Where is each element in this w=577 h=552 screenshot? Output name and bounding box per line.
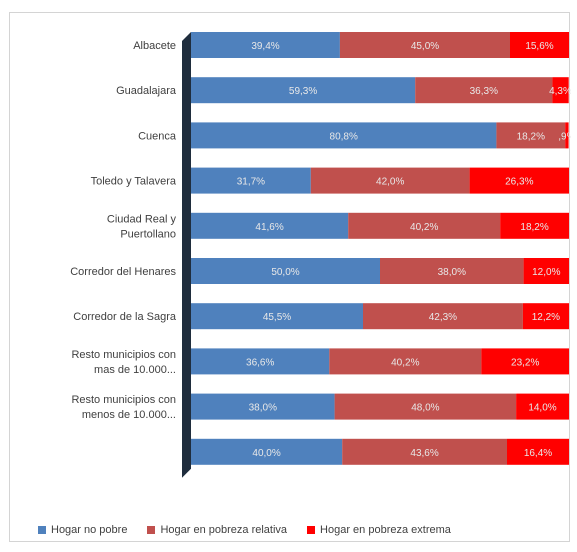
bar-segment-2 bbox=[496, 122, 566, 149]
category-label: Ciudad Real y Puertollano bbox=[107, 213, 177, 240]
bar-segment-3 bbox=[516, 393, 569, 420]
bar-segment-2 bbox=[380, 258, 524, 284]
data-label: 14,0% bbox=[528, 403, 556, 414]
data-label: 36,6% bbox=[246, 357, 274, 368]
chart-frame: Albacete 39,4% 45,0% 15,6% Guadalajara 59,3% 3… bbox=[9, 12, 571, 542]
bar-segment-3 bbox=[523, 258, 569, 284]
bar-segment-3 bbox=[552, 77, 569, 104]
bar-segment-2 bbox=[310, 167, 470, 194]
data-label: 40,2% bbox=[391, 357, 419, 368]
data-label: 15,6% bbox=[525, 41, 553, 52]
legend-label: Hogar en pobreza extrema bbox=[320, 524, 451, 536]
bar-segment-1 bbox=[191, 438, 343, 465]
data-label: 23,2% bbox=[511, 357, 539, 368]
bar-segment-1 bbox=[191, 393, 335, 420]
category-label: Albacete bbox=[133, 40, 176, 52]
category-label: Resto municipios con menos de 10.000... bbox=[71, 394, 176, 421]
data-label: 40,2% bbox=[410, 222, 438, 233]
data-label: 16,4% bbox=[524, 448, 552, 459]
bar-segment-1 bbox=[191, 212, 349, 239]
data-label: 31,7% bbox=[237, 177, 265, 188]
data-label: 41,6% bbox=[255, 222, 283, 233]
bar-segment-3 bbox=[500, 212, 569, 239]
legend-item: Hogar en pobreza extrema bbox=[307, 524, 451, 536]
data-label: 12,0% bbox=[532, 267, 560, 278]
legend-swatch bbox=[147, 526, 156, 534]
category-label: Corredor de la Sagra bbox=[73, 311, 177, 323]
data-label: 40,0% bbox=[252, 448, 280, 459]
data-label: 45,0% bbox=[411, 41, 439, 52]
legend-item: Hogar no pobre bbox=[38, 524, 127, 536]
bar-segment-3 bbox=[522, 303, 569, 330]
data-label: 36,3% bbox=[470, 86, 498, 97]
bar-segment-3 bbox=[510, 32, 569, 58]
category-label: Cuenca bbox=[138, 130, 177, 142]
data-label: 48,0% bbox=[411, 403, 439, 414]
bar-segment-2 bbox=[415, 77, 553, 104]
bar-segment-3 bbox=[469, 167, 569, 194]
data-label: 38,0% bbox=[249, 403, 277, 414]
data-label: 4,3% bbox=[549, 86, 571, 97]
data-label: 43,6% bbox=[410, 448, 438, 459]
bar-segment-2 bbox=[334, 393, 516, 420]
data-label: 18,2% bbox=[520, 222, 548, 233]
legend-swatch bbox=[38, 526, 46, 534]
chart-legend: Hogar no pobre Hogar en pobreza relativa H… bbox=[38, 524, 451, 536]
data-label: 50,0% bbox=[271, 267, 299, 278]
bar-segment-2 bbox=[339, 32, 510, 58]
data-label: 45,5% bbox=[263, 312, 291, 323]
legend-label: Hogar no pobre bbox=[51, 524, 128, 536]
bar-segment-2 bbox=[342, 438, 507, 465]
category-label: Toledo y Talavera bbox=[91, 176, 177, 188]
bar-segment-1 bbox=[191, 258, 380, 284]
bar-segment-1 bbox=[191, 167, 311, 194]
bar-segment-1 bbox=[191, 122, 497, 149]
bar-segment-1 bbox=[191, 303, 363, 330]
bar-segment-1 bbox=[191, 77, 416, 104]
data-label: 39,4% bbox=[251, 41, 279, 52]
bar-segment-3 bbox=[507, 438, 569, 465]
legend-swatch bbox=[307, 526, 316, 534]
data-label: 42,0% bbox=[376, 177, 404, 188]
bar-segment-2 bbox=[363, 303, 523, 330]
category-label: Corredor del Henares bbox=[70, 266, 176, 278]
data-label: 42,3% bbox=[429, 312, 457, 323]
legend-label: Hogar en pobreza relativa bbox=[160, 524, 288, 536]
bar-segment-2 bbox=[348, 212, 501, 239]
data-label: 18,2% bbox=[517, 131, 545, 142]
legend-item: Hogar en pobreza relativa bbox=[147, 524, 287, 536]
data-label: 38,0% bbox=[438, 267, 466, 278]
data-label: 26,3% bbox=[505, 177, 533, 188]
data-label: ,9% bbox=[558, 131, 571, 142]
category-label: Guadalajara bbox=[116, 85, 177, 97]
bar-segment-2 bbox=[329, 348, 482, 375]
data-label: 12,2% bbox=[532, 312, 560, 323]
bar-segment-3 bbox=[481, 348, 569, 375]
axis-wall bbox=[182, 32, 191, 478]
stacked-bar-chart: Albacete 39,4% 45,0% 15,6% Guadalajara 59,3% 3… bbox=[70, 32, 571, 478]
bar-segment-1 bbox=[191, 32, 340, 58]
category-label: Resto municipios con mas de 10.000... bbox=[71, 349, 176, 376]
data-label: 59,3% bbox=[289, 86, 317, 97]
data-label: 80,8% bbox=[330, 131, 358, 142]
bar-segment-3 bbox=[565, 122, 569, 149]
bar-segment-1 bbox=[191, 348, 330, 375]
